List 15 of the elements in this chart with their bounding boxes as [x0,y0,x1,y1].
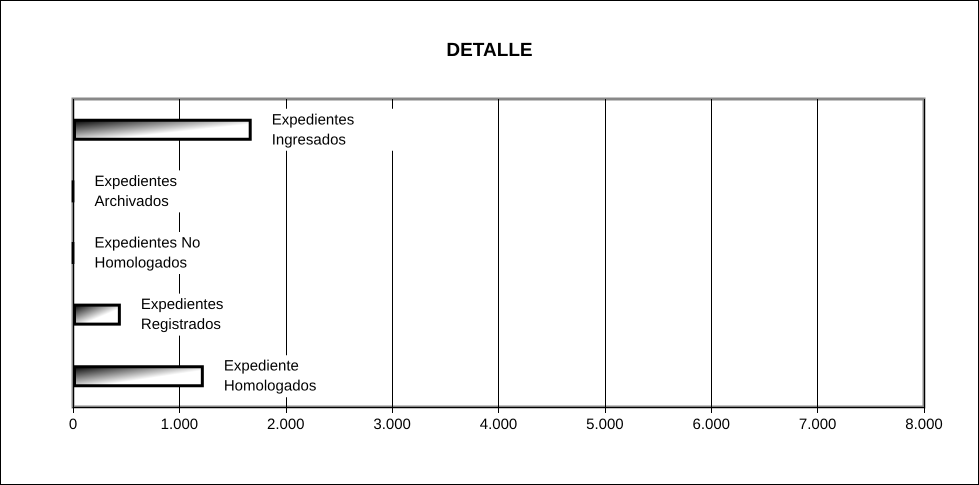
y-tick-label: Expedientes No Homologados [94,234,205,272]
y-tick-label: Expediente Homologados [224,358,316,395]
x-tick-label: 0 [68,416,78,433]
x-tick-label: 2.000 [266,416,305,433]
x-tick-label: 4.000 [480,416,518,433]
x-tick-label: 1.000 [160,416,198,433]
x-tick-label: 5.000 [586,416,624,433]
y-tick-label: Expedientes Archivados [94,172,182,210]
x-tick-label: 6.000 [692,416,730,433]
y-tick-label: Expedientes Ingresados [272,111,358,148]
y-tick-label: Expedientes Registrados [140,296,228,334]
x-tick-label: 8.000 [905,416,943,433]
x-tick-label: 7.000 [798,416,836,433]
chart-title: DETALLE [446,40,533,61]
x-tick-label: 3.000 [373,416,411,433]
